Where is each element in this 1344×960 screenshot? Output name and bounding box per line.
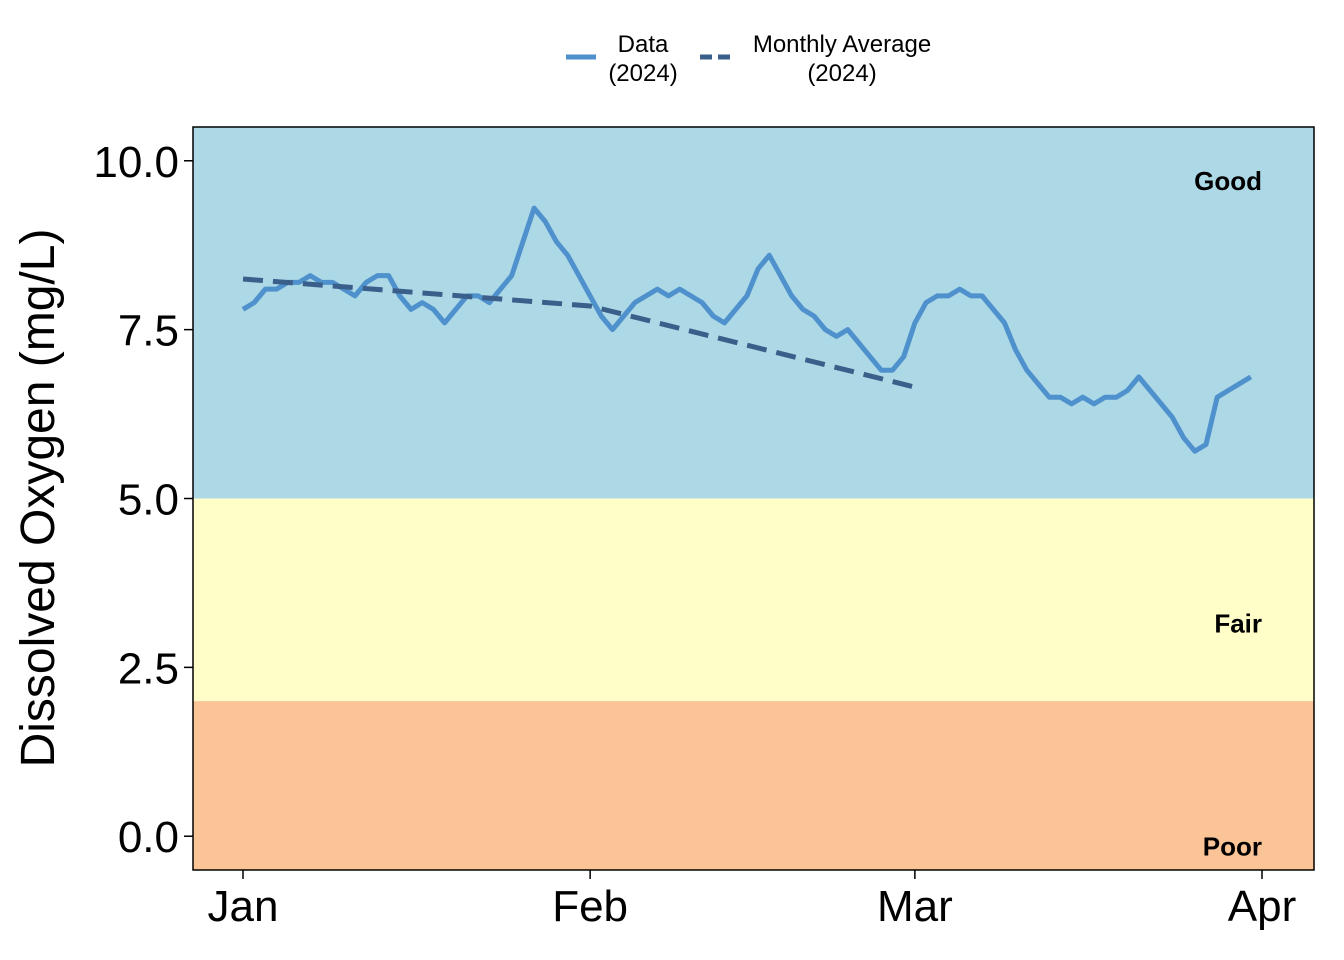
- x-axis: Jan Feb Mar Apr: [208, 870, 1296, 931]
- y-axis-title: Dissolved Oxygen (mg/L): [12, 229, 65, 768]
- x-tick-label: Apr: [1228, 882, 1296, 931]
- legend: Data(2024)Monthly Average(2024): [566, 31, 931, 87]
- band-label-poor: Poor: [1203, 831, 1262, 861]
- y-tick-label: 10.0: [93, 138, 179, 187]
- quality-bands: [193, 127, 1314, 870]
- legend-label-line1: Monthly Average: [753, 31, 931, 58]
- x-tick-label: Feb: [552, 882, 628, 931]
- band-fair: [193, 498, 1314, 702]
- legend-label-line1: Data: [618, 31, 669, 58]
- legend-label-line2: (2024): [608, 60, 677, 87]
- band-good: [193, 127, 1314, 499]
- monthly-average-line: [242, 276, 916, 390]
- series-layer: [241, 205, 1253, 454]
- x-tick-label: Jan: [208, 882, 279, 931]
- x-tick-label: Mar: [877, 882, 953, 931]
- band-label-good: Good: [1194, 166, 1262, 196]
- legend-label-line2: (2024): [807, 60, 876, 87]
- band-label-fair: Fair: [1214, 608, 1262, 638]
- band-poor: [193, 701, 1314, 870]
- y-tick-label: 5.0: [118, 476, 179, 525]
- band-labels: Good Fair Poor: [1194, 166, 1262, 861]
- y-tick-label: 2.5: [118, 644, 179, 693]
- y-tick-label: 7.5: [118, 307, 179, 356]
- data-line: [241, 205, 1253, 454]
- y-axis: 0.0 2.5 5.0 7.5 10.0: [93, 138, 193, 862]
- y-tick-label: 0.0: [118, 813, 179, 862]
